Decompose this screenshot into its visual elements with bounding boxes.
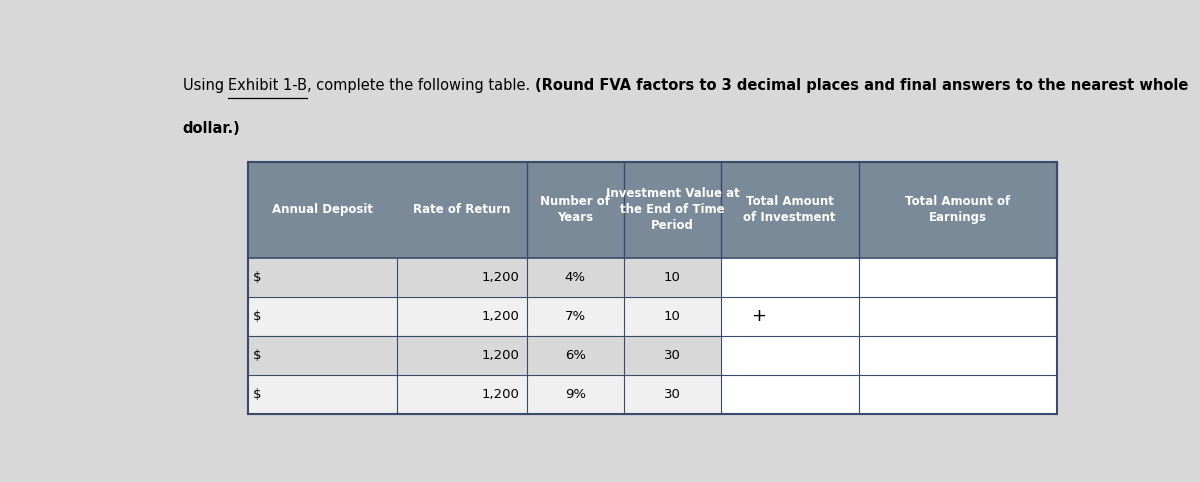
Text: 1,200: 1,200 bbox=[481, 310, 520, 323]
Text: 1,200: 1,200 bbox=[481, 388, 520, 401]
Text: $: $ bbox=[253, 388, 262, 401]
Text: Exhibit 1-B: Exhibit 1-B bbox=[228, 78, 307, 93]
Text: 10: 10 bbox=[664, 310, 680, 323]
Text: Total Amount
of Investment: Total Amount of Investment bbox=[744, 195, 836, 224]
Text: , complete the following table.: , complete the following table. bbox=[307, 78, 535, 93]
Text: 30: 30 bbox=[664, 388, 680, 401]
Text: 10: 10 bbox=[664, 271, 680, 284]
Text: $: $ bbox=[253, 271, 262, 284]
Text: 30: 30 bbox=[664, 349, 680, 362]
Text: $: $ bbox=[253, 310, 262, 323]
Text: 1,200: 1,200 bbox=[481, 349, 520, 362]
Text: Number of
Years: Number of Years bbox=[540, 195, 611, 224]
Text: Using: Using bbox=[182, 78, 228, 93]
Text: 6%: 6% bbox=[565, 349, 586, 362]
Text: 4%: 4% bbox=[565, 271, 586, 284]
Text: (Round FVA factors to 3 decimal places and final answers to the nearest whole: (Round FVA factors to 3 decimal places a… bbox=[535, 78, 1188, 93]
Text: 7%: 7% bbox=[565, 310, 586, 323]
Text: Annual Deposit: Annual Deposit bbox=[272, 203, 373, 216]
Text: dollar.): dollar.) bbox=[182, 121, 240, 136]
Text: Total Amount of
Earnings: Total Amount of Earnings bbox=[905, 195, 1010, 224]
Text: 1,200: 1,200 bbox=[481, 271, 520, 284]
Text: Rate of Return: Rate of Return bbox=[413, 203, 511, 216]
Text: $: $ bbox=[253, 349, 262, 362]
Text: Investment Value at
the End of Time
Period: Investment Value at the End of Time Peri… bbox=[606, 187, 739, 232]
Text: 9%: 9% bbox=[565, 388, 586, 401]
Text: +: + bbox=[751, 308, 766, 325]
